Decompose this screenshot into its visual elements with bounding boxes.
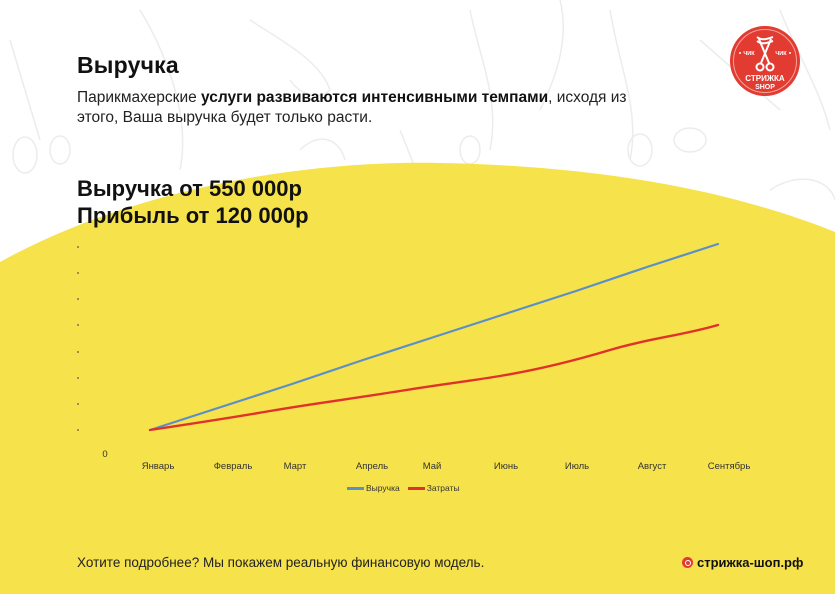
- legend-item-revenue: Выручка: [347, 483, 400, 493]
- footer-cta-text: Хотите подробнее? Мы покажем реальную фи…: [77, 555, 485, 570]
- y-axis-ticks: [77, 246, 79, 431]
- x-label: Июнь: [494, 461, 518, 472]
- logo-chik-left: ЧИК: [743, 51, 755, 57]
- subtitle-bold: услуги развиваются интенсивными темпами: [201, 89, 549, 106]
- legend-swatch-blue: [347, 486, 364, 490]
- x-label: Февраль: [214, 461, 253, 472]
- legend-item-costs: Затраты: [407, 483, 460, 493]
- website-label[interactable]: стрижка-шоп.рф: [697, 555, 804, 570]
- kpi-block: Выручка от 550 000р Прибыль от 120 000р: [77, 175, 309, 229]
- x-label: Май: [423, 461, 442, 472]
- brand-dot-icon: [682, 557, 693, 568]
- brand-logo: ЧИК ЧИК СТРИЖКА SHOP: [730, 26, 800, 96]
- legend-label: Затраты: [426, 483, 460, 493]
- revenue-series-line: [148, 242, 720, 432]
- kpi-revenue: Выручка от 550 000р: [77, 176, 302, 201]
- yellow-ellipse: [0, 162, 835, 594]
- y-axis-zero-label: 0: [102, 449, 107, 460]
- scissors-icon: [755, 36, 775, 72]
- kpi-profit: Прибыль от 120 000р: [77, 203, 309, 228]
- x-label: Август: [638, 461, 667, 472]
- costs-series-line: [148, 323, 720, 432]
- subtitle-text-1: Парикмахерские: [77, 89, 202, 106]
- logo-chik-right: ЧИК: [775, 51, 787, 57]
- x-label: Март: [284, 461, 307, 472]
- legend-label: Выручка: [366, 483, 400, 493]
- logo-line2: SHOP: [755, 84, 775, 91]
- footer-website-link[interactable]: стрижка-шоп.рф: [682, 555, 803, 570]
- x-label: Июль: [565, 461, 589, 472]
- x-label: Апрель: [356, 461, 388, 472]
- x-label: Январь: [142, 461, 175, 472]
- logo-line1: СТРИЖКА: [745, 74, 785, 83]
- subtitle-text-2: , исходя из этого, Ваша выручка будет то…: [77, 89, 627, 126]
- legend-swatch-red: [407, 486, 425, 490]
- x-axis-labels: Январь Февраль Март Апрель Май Июнь Июль…: [142, 461, 751, 472]
- page-subtitle: Парикмахерские услуги развиваются интенс…: [77, 88, 637, 128]
- page-title: Выручка: [77, 52, 179, 78]
- x-label: Сентябрь: [708, 461, 751, 472]
- chart-legend: Выручка Затраты: [347, 483, 460, 493]
